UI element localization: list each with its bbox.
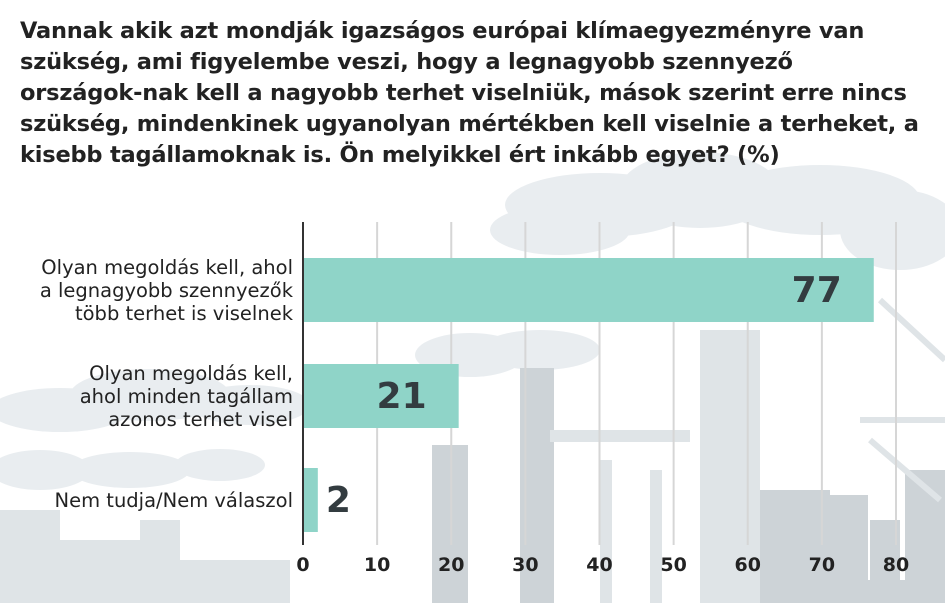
- chart-title: Vannak akik azt mondják igazságos európa…: [20, 18, 919, 168]
- category-label: Nem tudja/Nem válaszol: [55, 489, 293, 512]
- x-tick-label: 50: [660, 554, 686, 576]
- category-label: azonos terhet visel: [108, 408, 293, 431]
- category-label: Olyan megoldás kell,: [89, 362, 293, 385]
- data-label: 21: [377, 376, 427, 417]
- bar-2: [304, 468, 318, 532]
- x-tick-label: 70: [809, 554, 835, 576]
- x-tick-label: 0: [296, 554, 309, 576]
- x-tick-label: 60: [735, 554, 761, 576]
- x-tick-label: 20: [438, 554, 464, 576]
- category-label: ahol minden tagállam: [80, 385, 293, 408]
- data-label: 77: [792, 270, 842, 311]
- x-tick-label: 30: [512, 554, 538, 576]
- category-label: a legnagyobb szennyezők: [40, 279, 294, 302]
- x-tick-label: 80: [883, 554, 909, 576]
- x-axis: 0 10 20 30 40 50 60 70 80: [296, 222, 909, 576]
- bars: 77 21 2: [304, 258, 874, 532]
- x-tick-label: 40: [586, 554, 612, 576]
- x-tick-label: 10: [364, 554, 390, 576]
- category-label: Olyan megoldás kell, ahol: [41, 256, 293, 279]
- data-label: 2: [326, 480, 351, 521]
- category-label: több terhet is viselnek: [75, 302, 294, 325]
- bar-1: [304, 364, 459, 428]
- bar-0: [304, 258, 874, 322]
